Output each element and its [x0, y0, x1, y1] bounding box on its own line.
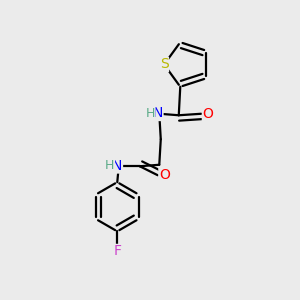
Text: N: N [153, 106, 163, 121]
Text: O: O [159, 168, 170, 182]
Text: H: H [146, 107, 155, 120]
Text: S: S [160, 58, 169, 71]
Text: H: H [105, 160, 115, 172]
Text: O: O [202, 107, 213, 121]
Text: N: N [112, 159, 122, 173]
Text: F: F [113, 244, 121, 259]
